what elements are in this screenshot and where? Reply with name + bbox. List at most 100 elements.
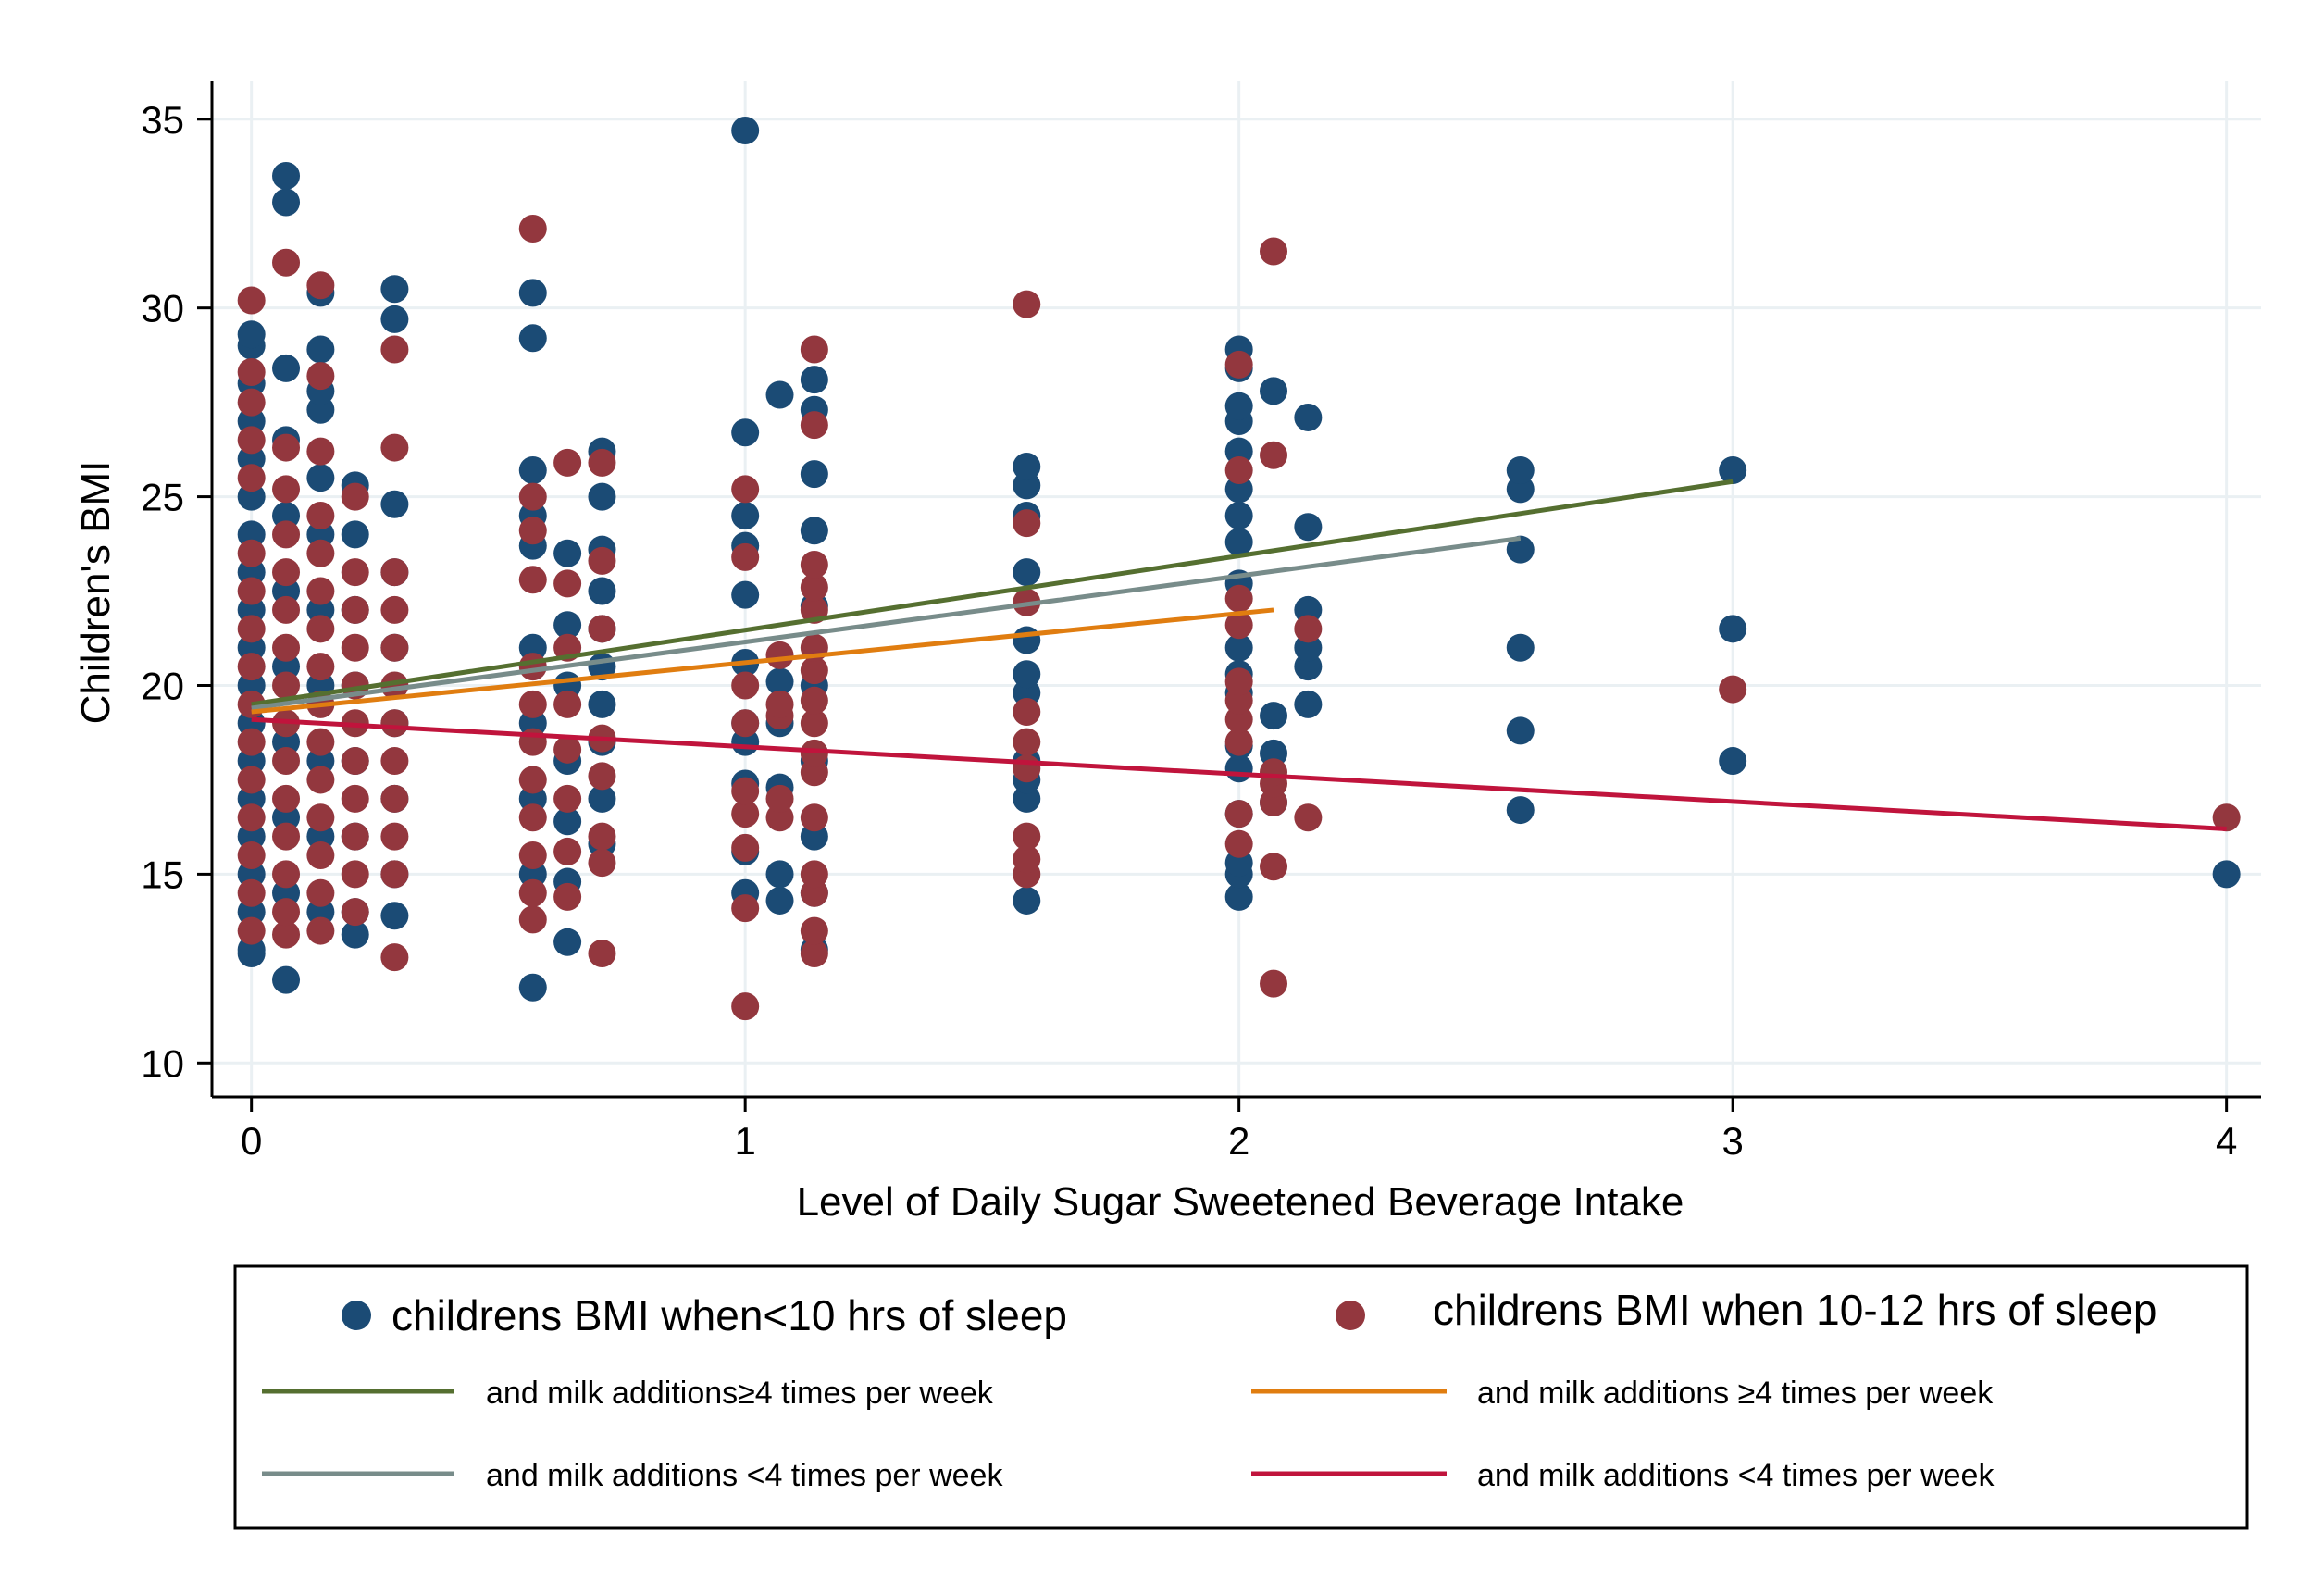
scatter-point	[1506, 716, 1535, 745]
scatter-point	[306, 841, 335, 870]
scatter-point	[518, 803, 547, 832]
scatter-point	[380, 860, 409, 889]
scatter-point	[380, 595, 409, 624]
scatter-point	[272, 920, 301, 949]
scatter-points	[237, 117, 2241, 1021]
scatter-point	[765, 380, 794, 409]
scatter-point	[272, 747, 301, 776]
scatter-point	[731, 580, 760, 609]
scatter-point	[237, 653, 266, 681]
scatter-point	[800, 366, 828, 394]
scatter-point	[731, 833, 760, 862]
scatter-point	[1294, 403, 1323, 431]
scatter-point	[380, 490, 409, 518]
scatter-point	[553, 569, 582, 598]
scatter-point	[341, 822, 369, 851]
scatter-point	[765, 690, 794, 718]
series-10-12h-sleep	[237, 215, 2241, 1021]
scatter-point	[272, 671, 301, 700]
scatter-point	[1013, 452, 1041, 480]
scatter-point	[518, 841, 547, 870]
scatter-point	[731, 418, 760, 447]
scatter-point	[237, 426, 266, 455]
scatter-point	[341, 860, 369, 889]
scatter-point	[237, 320, 266, 349]
scatter-point	[1013, 728, 1041, 756]
scatter-point	[731, 501, 760, 529]
scatter-point	[1506, 456, 1535, 485]
scatter-point	[1260, 758, 1288, 787]
scatter-point	[800, 739, 828, 767]
scatter-point	[800, 940, 828, 968]
scatter-point	[1506, 796, 1535, 825]
scatter-point	[341, 520, 369, 549]
scatter-point	[518, 566, 547, 594]
legend-box	[233, 1264, 2249, 1530]
scatter-point	[306, 464, 335, 492]
scatter-point	[237, 388, 266, 417]
scatter-point	[1719, 675, 1747, 704]
scatter-point	[800, 803, 828, 832]
scatter-point	[306, 437, 335, 466]
scatter-point	[800, 550, 828, 579]
scatter-point	[765, 784, 794, 813]
scatter-point	[1260, 702, 1288, 730]
scatter-point	[731, 542, 760, 571]
scatter-point	[588, 784, 616, 813]
scatter-point	[306, 916, 335, 945]
y-tick-label: 25	[141, 476, 184, 519]
scatter-point	[800, 656, 828, 685]
scatter-point	[380, 558, 409, 587]
scatter-point	[731, 117, 760, 145]
scatter-point	[272, 822, 301, 851]
scatter-point	[237, 286, 266, 315]
scatter-point	[1224, 528, 1253, 556]
scatter-point	[553, 611, 582, 640]
y-tick-label: 10	[141, 1041, 184, 1085]
scatter-point	[1013, 509, 1041, 538]
scatter-point	[518, 324, 547, 353]
fit-line-orange	[251, 607, 1274, 715]
scatter-point	[380, 433, 409, 462]
legend-label-red: childrens BMI when 10-12 hrs of sleep	[1433, 1286, 2156, 1334]
axes	[210, 81, 2261, 1099]
y-tick-label: 20	[141, 664, 184, 707]
scatter-point	[1260, 441, 1288, 469]
scatter-point	[553, 784, 582, 813]
scatter-point	[553, 690, 582, 718]
scatter-point	[380, 822, 409, 851]
scatter-point	[518, 973, 547, 1002]
scatter-point	[553, 448, 582, 477]
scatter-point	[1294, 803, 1323, 832]
scatter-point	[237, 358, 266, 387]
scatter-point	[380, 747, 409, 776]
scatter-point	[731, 709, 760, 738]
scatter-point	[1294, 690, 1323, 718]
scatter-point	[518, 482, 547, 511]
scatter-point	[306, 728, 335, 756]
scatter-point	[588, 482, 616, 511]
scatter-point	[518, 766, 547, 794]
scatter-point	[1013, 558, 1041, 587]
scatter-point	[588, 690, 616, 718]
scatter-point	[1506, 535, 1535, 564]
scatter-point	[518, 456, 547, 485]
scatter-point	[588, 448, 616, 477]
scatter-point	[800, 916, 828, 945]
scatter-point	[1224, 501, 1253, 529]
scatter-point	[1260, 969, 1288, 998]
scatter-point	[380, 784, 409, 813]
x-tick-label: 4	[2216, 1119, 2237, 1163]
legend: childrens BMI when<10 hrs of sleep child…	[233, 1264, 2249, 1530]
scatter-point	[731, 894, 760, 923]
scatter-point	[765, 860, 794, 889]
scatter-point	[731, 992, 760, 1021]
scatter-point	[380, 305, 409, 333]
scatter-point	[272, 558, 301, 587]
scatter-point	[518, 215, 547, 243]
scatter-point	[380, 943, 409, 972]
x-tick-label: 1	[734, 1119, 755, 1163]
scatter-point	[272, 248, 301, 277]
scatter-point	[553, 837, 582, 865]
scatter-point	[800, 517, 828, 545]
